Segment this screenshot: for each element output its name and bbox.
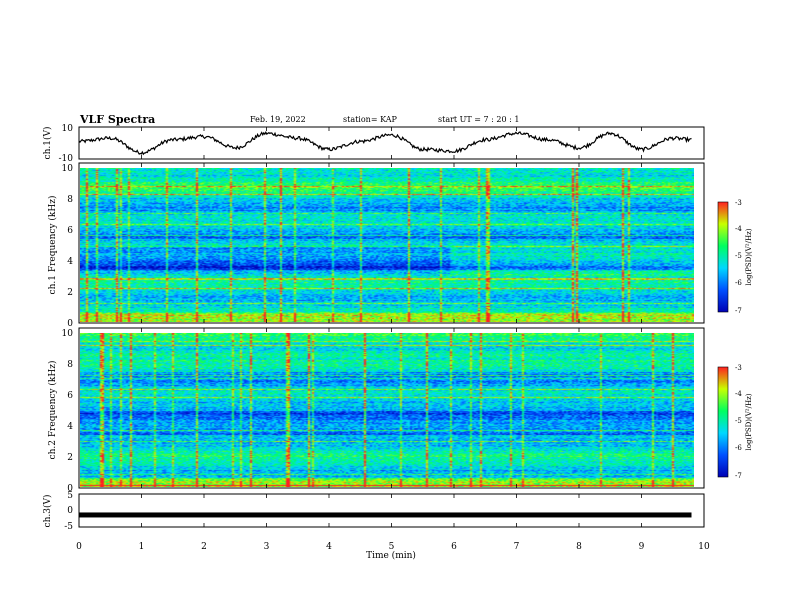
ch3-ytick-top: 5: [67, 491, 73, 501]
ch1-waveform-trace: [78, 131, 692, 156]
time-tick-label: 7: [514, 542, 520, 552]
ch1-ytick-bottom: -10: [59, 154, 74, 164]
ch1-ytick-top: 10: [62, 124, 74, 134]
ch2-cb-tick-m7: -7: [735, 472, 742, 480]
ch3-waveform-trace: [79, 512, 692, 518]
time-tick-label: 2: [201, 542, 207, 552]
ch1-spectrum-ylabel: ch.1 Frequency (kHz): [47, 196, 58, 295]
ch2-spectrum-ylabel: ch.2 Frequency (kHz): [47, 361, 58, 460]
start-time-label: start UT = 7 : 20 : 1: [438, 115, 519, 124]
ch2-colorbar-gradient: [717, 366, 729, 478]
time-tick-label: 8: [576, 542, 582, 552]
ch1-colorbar-gradient: [717, 201, 729, 313]
time-tick-label: 9: [639, 542, 645, 552]
ch1-ytick-10: 10: [62, 164, 74, 174]
ch2-colorbar-label: log(PSD)(V²/Hz): [745, 393, 753, 450]
ch1-cb-tick-m4: -4: [735, 225, 742, 233]
time-axis-label: Time (min): [366, 550, 416, 561]
time-tick-label: 0: [76, 542, 82, 552]
ch2-cb-tick-m3: -3: [735, 364, 742, 372]
ch1-spectrum-yticks: 0 2 4 6 8 10: [62, 164, 74, 329]
ch1-colorbar: -3 -4 -5 -6 -7 log(PSD)(V²/Hz): [717, 199, 753, 315]
ch1-ytick-8: 8: [67, 195, 73, 205]
ch1-ytick-4: 4: [67, 257, 73, 267]
ch2-ytick-6: 6: [67, 391, 73, 401]
station-label: station= KAP: [343, 115, 398, 124]
ch2-spectrogram-image: [80, 333, 694, 487]
ch1-waveform-frame: [78, 126, 705, 160]
ch1-colorbar-label: log(PSD)(V²/Hz): [745, 228, 753, 285]
ch1-waveform-panel: 10 -10 ch.1(V): [42, 124, 705, 164]
ch3-ytick-mid: 0: [67, 506, 73, 516]
ch2-ytick-4: 4: [67, 422, 73, 432]
ch2-ytick-2: 2: [67, 453, 73, 463]
date-label: Feb. 19, 2022: [250, 115, 306, 124]
ch2-cb-tick-m5: -5: [735, 417, 742, 425]
ch3-waveform-ylabel: ch.3(V): [42, 495, 53, 528]
ch1-spectrum-panel: 0 2 4 6 8 10 ch.1 Frequency (kHz) -3 -4 …: [47, 162, 753, 329]
ch2-cb-tick-m4: -4: [735, 390, 742, 398]
ch2-cb-tick-m6: -6: [735, 444, 742, 452]
time-tick-label: 10: [698, 542, 710, 552]
time-tick-label: 4: [326, 542, 332, 552]
time-axis-tick-labels: 0 1 2 3 4 5 6 7 8 9 10: [76, 542, 710, 552]
time-tick-label: 1: [139, 542, 145, 552]
figure-title: VLF Spectra: [79, 113, 155, 126]
ch2-spectrum-yticks: 0 2 4 6 8 10: [62, 329, 74, 494]
ch1-waveform-ylabel: ch.1(V): [42, 127, 53, 160]
time-axis-ticks: [78, 127, 705, 527]
time-tick-label: 3: [264, 542, 270, 552]
ch2-ytick-8: 8: [67, 360, 73, 370]
ch1-cb-tick-m3: -3: [735, 199, 742, 207]
ch3-waveform-frame: [78, 493, 705, 528]
time-tick-label: 6: [451, 542, 457, 552]
ch1-ytick-6: 6: [67, 226, 73, 236]
ch2-colorbar: -3 -4 -5 -6 -7 log(PSD)(V²/Hz): [717, 364, 753, 480]
ch2-ytick-10: 10: [62, 329, 74, 339]
ch2-spectrum-panel: 0 2 4 6 8 10 ch.2 Frequency (kHz) -3 -4 …: [47, 327, 753, 494]
ch3-ytick-bottom: -5: [64, 522, 73, 532]
time-tick-label: 5: [389, 542, 395, 552]
ch1-cb-tick-m5: -5: [735, 252, 742, 260]
ch1-spectrogram-image: [80, 168, 694, 322]
ch1-cb-tick-m7: -7: [735, 307, 742, 315]
ch1-ytick-0: 0: [67, 319, 73, 329]
ch1-ytick-2: 2: [67, 288, 73, 298]
ch2-ytick-0: 0: [67, 484, 73, 494]
ch1-cb-tick-m6: -6: [735, 279, 742, 287]
